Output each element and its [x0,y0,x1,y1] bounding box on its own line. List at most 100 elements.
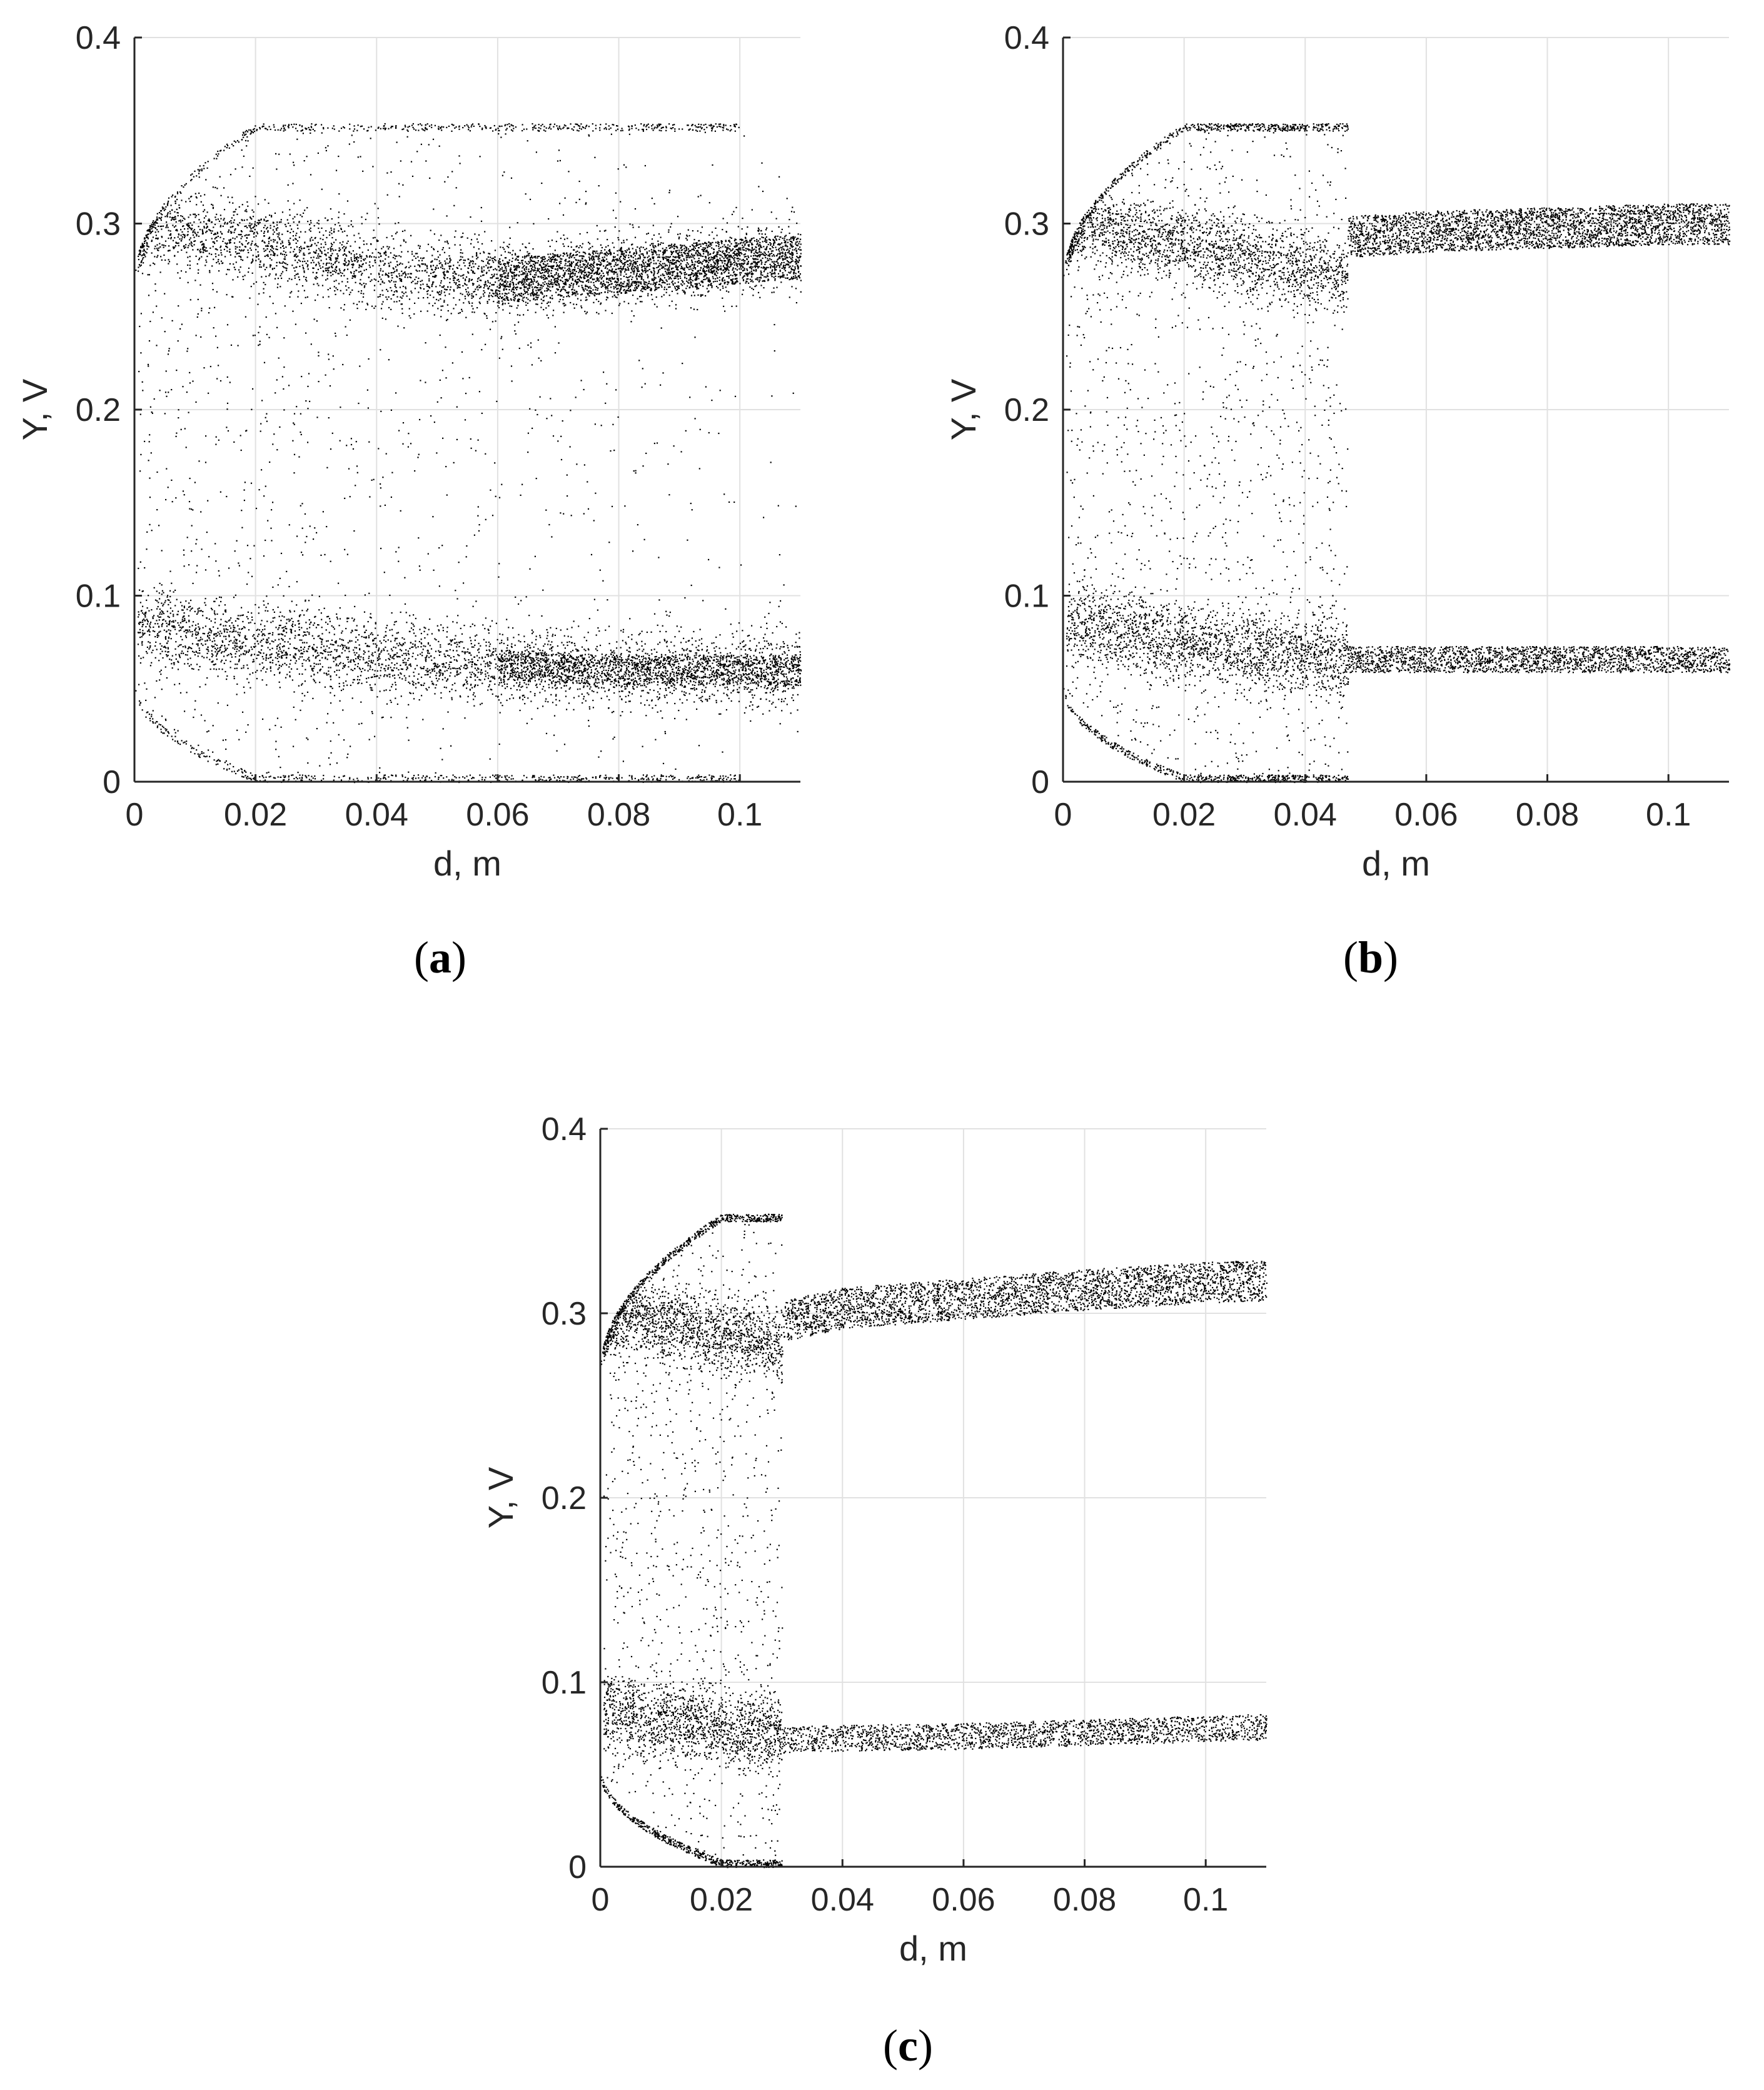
data-point [251,258,254,260]
data-point [633,470,635,472]
data-point [696,694,698,696]
data-point [350,271,352,273]
data-point [524,290,526,292]
data-point [628,133,630,135]
data-point [761,652,764,654]
data-point [520,641,522,643]
data-point [320,647,322,649]
data-point [435,675,437,677]
data-point [523,265,525,266]
data-point [647,277,649,279]
data-point [585,203,587,205]
data-point [188,245,189,246]
data-point [171,625,173,627]
data-point [342,639,345,641]
data-point [364,594,366,596]
data-point [765,672,767,674]
data-point [166,215,168,216]
data-point [411,622,413,624]
data-point [438,640,440,642]
data-point [783,700,785,702]
data-point [171,209,173,211]
data-point [491,693,493,695]
data-point [210,632,212,634]
data-point [329,385,331,387]
data-point [613,450,615,452]
data-point [276,245,278,248]
data-point [195,627,197,629]
data-point [358,265,361,267]
data-point [438,629,440,631]
data-point [144,615,146,617]
data-point [787,684,789,685]
data-point [525,291,527,293]
data-point [346,757,348,759]
data-point [191,195,193,198]
data-point [305,660,307,662]
data-point [474,667,476,669]
data-point [497,305,499,307]
data-point [313,256,315,258]
data-point [440,235,442,236]
data-point [365,662,366,664]
data-point [774,688,775,690]
data-point [752,244,753,246]
data-point [328,654,330,656]
data-point [138,623,140,625]
data-point [646,699,648,701]
data-point [611,283,613,285]
data-point [554,274,556,276]
data-point [603,260,605,263]
data-point [580,294,582,296]
data-point [738,687,740,689]
data-point [693,295,695,296]
data-point [161,225,163,227]
data-point [680,672,682,674]
data-point [440,397,442,399]
data-point [545,264,547,266]
data-point [641,386,643,388]
data-point [509,286,511,288]
data-point [154,245,156,247]
data-point [528,654,530,655]
data-point [171,610,174,612]
data-point [195,631,197,633]
data-point [325,650,326,653]
data-point [511,694,513,696]
data-point [148,274,150,276]
data-point [450,661,452,663]
data-point [398,645,400,647]
data-point [324,553,326,555]
data-point [169,590,171,592]
data-point [239,615,241,617]
data-point [789,239,790,241]
data-point [605,246,607,248]
data-point [583,670,585,672]
data-point [655,246,657,248]
data-point [461,310,463,312]
data-point [330,257,331,259]
data-point [396,643,398,645]
data-point [264,199,266,201]
data-point [695,647,697,649]
data-point [622,711,623,713]
data-point [218,259,219,261]
data-point [585,682,587,684]
data-point [202,644,204,646]
data-point [683,650,685,652]
data-point [640,669,642,670]
data-point [769,700,770,702]
data-point [281,646,284,648]
data-point [343,304,346,306]
data-point [288,618,290,620]
data-point [408,739,410,741]
data-point [471,659,473,660]
data-point [475,288,476,290]
data-point [426,310,428,312]
data-point [773,678,775,680]
data-point [760,686,762,688]
data-point [580,380,582,381]
data-point [520,672,522,674]
data-point [520,600,522,602]
data-point [700,670,702,672]
